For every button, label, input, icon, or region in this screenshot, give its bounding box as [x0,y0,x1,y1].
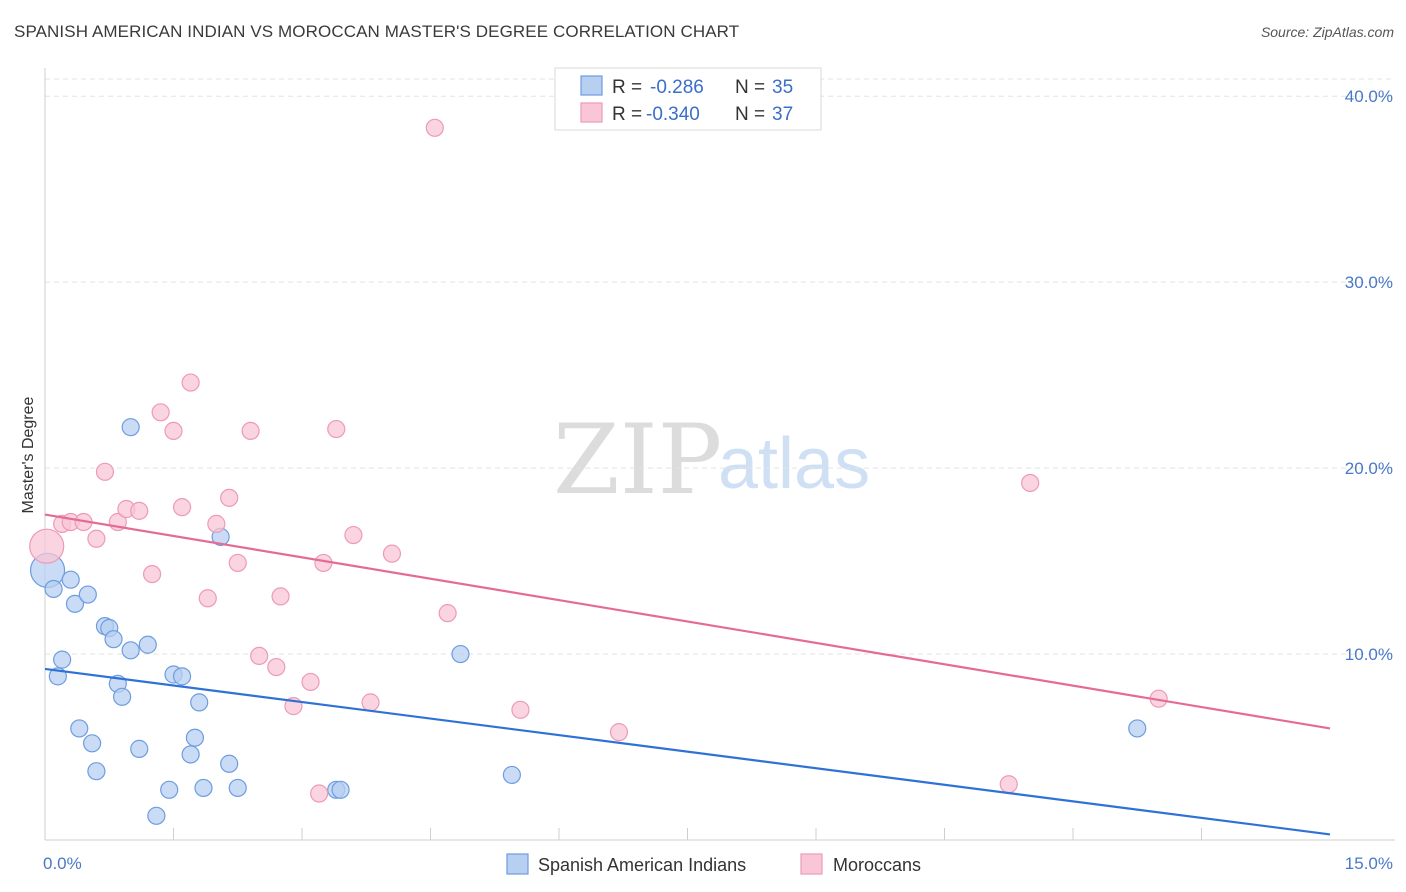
point-0-5 [53,650,72,669]
point-0-2 [61,570,80,589]
trend-line-1 [44,513,1331,730]
point-1-0 [29,528,65,564]
point-1-12 [172,498,192,517]
legend-n-value-1: 35 [772,77,793,98]
point-0-22 [181,745,200,764]
point-1-25 [327,419,346,439]
point-1-17 [228,553,247,573]
x-tick-label-1: 15.0% [1345,854,1393,873]
point-0-18 [83,734,102,753]
point-1-27 [361,693,380,712]
point-0-31 [331,780,350,799]
point-1-28 [382,544,402,563]
point-0-4 [78,585,97,604]
point-0-25 [194,778,213,798]
point-1-18 [241,421,260,441]
point-0-32 [451,644,470,664]
point-1-20 [267,657,286,677]
point-0-9 [104,630,123,649]
point-0-16 [190,693,209,712]
trend-lines [44,513,1331,836]
point-0-34 [1128,719,1147,738]
x-tick-label-0: 0.0% [43,854,82,873]
point-0-33 [502,765,521,785]
point-0-1 [44,579,63,599]
point-0-15 [172,667,192,686]
point-1-32 [511,700,530,719]
point-0-3 [65,594,85,613]
point-1-4 [87,529,106,548]
series-label-spanish-american-indians: Spanish American Indians [538,855,746,875]
legend-n-label-1: N = [735,77,765,98]
y-tick-label-1: 20.0% [1345,459,1393,478]
point-1-26 [344,525,363,545]
point-1-9 [142,564,162,584]
y-tick-label-0: 10.0% [1345,645,1393,664]
point-0-27 [147,806,166,825]
point-1-23 [301,672,320,692]
point-1-5 [95,462,115,481]
series-swatch-spanish-american-indians [506,853,529,875]
watermark: ZIP atlas [553,404,870,516]
series-legend: Spanish American Indians Moroccans [506,853,921,875]
stats-legend: R = -0.286 N = 35 R = -0.340 N = 37 [554,67,822,131]
series-swatch-moroccans [800,853,823,875]
point-0-26 [228,778,247,798]
point-1-8 [130,501,149,520]
series-0-points [29,418,1147,825]
point-1-10 [151,403,170,422]
point-1-34 [999,775,1018,794]
point-1-21 [271,587,290,606]
point-0-21 [185,728,205,747]
point-1-35 [1021,473,1040,493]
y-tick-label-2: 30.0% [1345,273,1393,292]
source-credit: Source: ZipAtlas.com [1260,24,1394,40]
point-1-16 [220,488,239,507]
point-0-23 [220,754,239,773]
axes: 10.0% 20.0% 30.0% 40.0% 0.0% 15.0% [43,68,1395,873]
point-0-24 [160,780,179,799]
legend-r-value-2: -0.340 [646,104,700,125]
point-0-20 [130,739,149,758]
point-0-10 [121,641,140,660]
legend-r-label-2: R = [612,104,642,125]
series-label-moroccans: Moroccans [833,855,921,875]
point-1-14 [198,589,217,608]
point-0-19 [87,762,106,781]
point-1-33 [609,723,629,742]
chart-title: SPANISH AMERICAN INDIAN VS MOROCCAN MAST… [14,22,740,41]
legend-n-label-2: N = [735,104,765,125]
legend-r-value-1: -0.286 [650,77,704,98]
legend-r-label-1: R = [612,77,642,98]
point-1-30 [425,118,444,137]
point-1-11 [164,421,183,441]
point-0-17 [70,719,89,738]
watermark-atlas: atlas [718,424,870,504]
point-0-28 [121,418,140,437]
legend-swatch-blue [580,75,603,96]
y-axis-label: Master's Degree [20,396,37,513]
point-0-13 [112,687,132,706]
point-1-29 [310,784,329,803]
point-1-13 [181,373,200,392]
point-0-11 [138,635,157,654]
legend-n-value-2: 37 [772,104,793,125]
point-1-15 [207,514,226,533]
trend-line-0 [44,667,1331,836]
point-1-19 [250,646,269,666]
legend-swatch-pink [580,102,603,123]
point-1-31 [438,604,457,623]
y-tick-label-3: 40.0% [1345,87,1393,106]
watermark-zip: ZIP [553,404,722,516]
gridlines [45,78,1395,655]
